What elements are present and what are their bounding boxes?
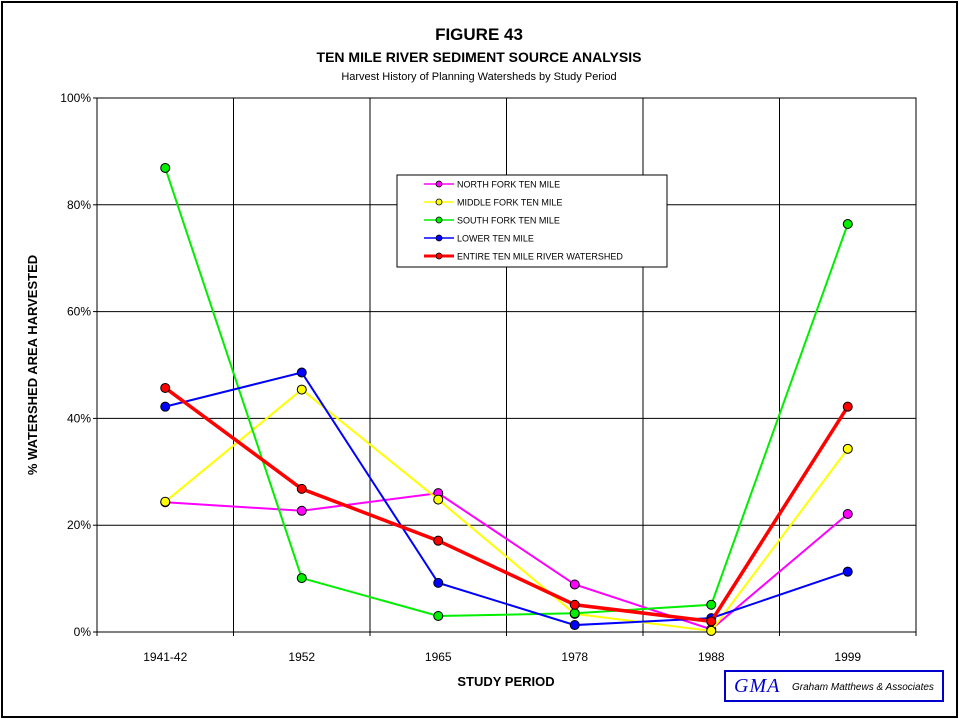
legend-swatch-marker <box>435 216 443 224</box>
data-point <box>433 610 444 621</box>
legend-label: NORTH FORK TEN MILE <box>457 180 560 190</box>
legend-entry: LOWER TEN MILE <box>424 234 534 244</box>
y-tick-label: 40% <box>67 411 91 425</box>
data-point <box>706 599 717 610</box>
data-point <box>296 483 307 494</box>
data-point <box>433 535 444 546</box>
data-point <box>569 599 580 610</box>
x-tick-label: 1988 <box>698 650 725 664</box>
legend-swatch-marker <box>435 198 443 206</box>
legend: NORTH FORK TEN MILE MIDDLE FORK TEN MILE S… <box>396 174 668 268</box>
x-tick-label: 1952 <box>288 650 315 664</box>
y-tick-label: 80% <box>67 198 91 212</box>
y-tick-label: 0% <box>74 625 92 639</box>
legend-swatch-marker <box>435 180 443 188</box>
data-point <box>160 496 171 507</box>
series-line <box>165 371 849 627</box>
data-point <box>160 382 171 393</box>
legend-entry: NORTH FORK TEN MILE <box>424 180 560 190</box>
x-axis-ticks: 1941-42 1952 1965 1978 1988 1999 <box>96 632 917 664</box>
legend-entry: ENTIRE TEN MILE RIVER WATERSHED <box>424 252 623 262</box>
data-point <box>569 620 580 631</box>
series-layer <box>160 162 853 636</box>
data-point <box>433 577 444 588</box>
legend-swatch-marker <box>435 252 443 260</box>
legend-label: ENTIRE TEN MILE RIVER WATERSHED <box>457 252 623 262</box>
legend-entry: MIDDLE FORK TEN MILE <box>424 198 562 208</box>
x-tick-label: 1999 <box>834 650 861 664</box>
data-point <box>706 616 717 627</box>
data-point <box>842 443 853 454</box>
chart-subtitle-2: Harvest History of Planning Watersheds b… <box>341 71 616 83</box>
x-tick-label: 1978 <box>561 650 588 664</box>
legend-entry: SOUTH FORK TEN MILE <box>424 216 560 226</box>
data-point <box>569 579 580 590</box>
y-tick-label: 20% <box>67 518 91 532</box>
x-tick-label: 1965 <box>425 650 452 664</box>
series-line <box>164 386 850 624</box>
data-point <box>296 573 307 584</box>
y-axis-title: % WATERSHED AREA HARVESTED <box>25 255 40 475</box>
data-point <box>160 401 171 412</box>
legend-label: LOWER TEN MILE <box>457 234 534 244</box>
data-point <box>160 162 171 173</box>
series-south-fork-ten-mile <box>160 162 853 621</box>
y-tick-label: 100% <box>60 91 91 105</box>
gma-logo-mark: GMA <box>734 675 781 697</box>
chart-title: FIGURE 43 <box>435 25 523 44</box>
data-point <box>842 219 853 230</box>
data-point <box>842 508 853 519</box>
data-point <box>296 505 307 516</box>
data-point <box>569 608 580 619</box>
legend-label: SOUTH FORK TEN MILE <box>457 216 560 226</box>
x-tick-label: 1941-42 <box>143 650 187 664</box>
chart-subtitle: TEN MILE RIVER SEDIMENT SOURCE ANALYSIS <box>317 49 642 65</box>
y-axis-ticks: 0% 20% 40% 60% 80% 100% <box>60 91 97 639</box>
y-tick-label: 60% <box>67 305 91 319</box>
data-point <box>433 494 444 505</box>
series-line <box>164 388 849 632</box>
data-point <box>296 384 307 395</box>
legend-label: MIDDLE FORK TEN MILE <box>457 198 562 208</box>
data-point <box>842 566 853 577</box>
data-point <box>706 625 717 636</box>
series-entire-ten-mile-river-watershed <box>160 382 853 627</box>
data-point <box>296 367 307 378</box>
gma-logo-text: Graham Matthews & Associates <box>792 682 934 693</box>
data-point <box>842 401 853 412</box>
legend-swatch-marker <box>435 234 443 242</box>
x-axis-title: STUDY PERIOD <box>457 674 554 689</box>
series-lower-ten-mile <box>160 367 853 631</box>
series-line <box>164 167 849 617</box>
gma-logo: GMA Graham Matthews & Associates <box>724 670 944 702</box>
